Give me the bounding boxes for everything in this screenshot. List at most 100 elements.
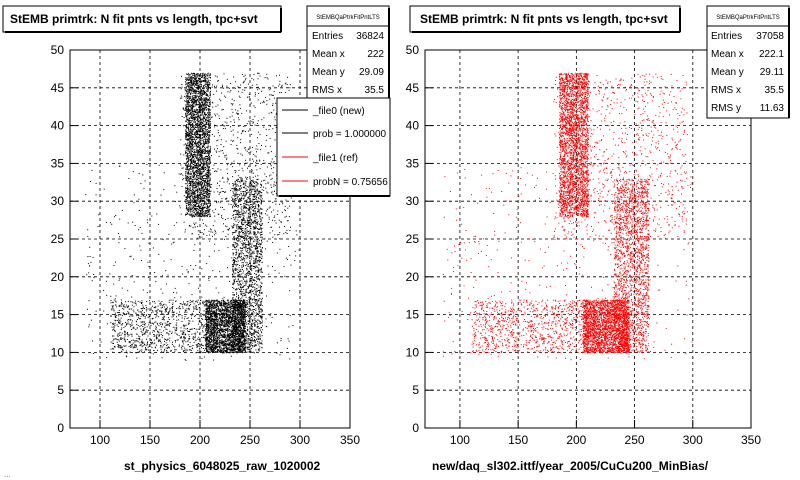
left-scatter-point — [198, 205, 200, 207]
left-scatter-point — [205, 197, 207, 199]
left-scatter-point — [210, 109, 211, 111]
left-scatter-point — [225, 319, 227, 321]
left-scatter-point — [205, 202, 207, 204]
left-scatter-point — [200, 138, 202, 140]
left-scatter-point — [204, 174, 206, 176]
left-scatter-point — [201, 181, 202, 183]
left-scatter-point — [219, 326, 221, 328]
left-scatter-point — [204, 113, 206, 115]
left-scatter-point — [192, 198, 194, 200]
left-scatter-point — [195, 185, 197, 187]
left-scatter-point — [199, 108, 201, 110]
left-scatter-point — [244, 317, 246, 319]
left-scatter-point — [241, 309, 243, 311]
left-scatter-point — [196, 182, 198, 184]
left-scatter-point — [218, 314, 220, 316]
left-scatter-point — [187, 189, 188, 190]
left-scatter-point — [189, 126, 191, 128]
left-scatter-point — [228, 323, 230, 325]
left-scatter-point — [222, 342, 224, 344]
left-scatter-point — [197, 132, 199, 134]
left-scatter-point — [214, 342, 216, 344]
left-scatter-point — [207, 120, 209, 121]
left-scatter-point — [194, 125, 196, 126]
left-scatter-point — [186, 83, 188, 84]
left-scatter-point — [207, 166, 209, 168]
left-scatter-point — [240, 351, 242, 353]
left-scatter-point — [189, 156, 191, 158]
left-scatter-point — [233, 347, 235, 349]
left-scatter-point — [207, 86, 209, 88]
left-scatter-point — [244, 336, 246, 338]
left-scatter-point — [189, 178, 191, 180]
left-scatter-point — [225, 329, 226, 331]
left-scatter-point — [194, 74, 196, 76]
left-scatter-point — [234, 308, 236, 310]
left-scatter-point — [207, 332, 209, 334]
left-scatter-point — [204, 198, 205, 200]
left-scatter-point — [226, 329, 228, 331]
left-scatter-point — [196, 147, 198, 149]
left-scatter-point — [228, 335, 230, 337]
left-scatter-point — [193, 205, 195, 206]
left-scatter-point — [204, 156, 206, 158]
left-scatter-point — [199, 149, 200, 150]
left-scatter-point — [218, 334, 220, 336]
left-scatter-point — [193, 115, 195, 117]
left-scatter-point — [217, 301, 219, 303]
left-scatter-point — [223, 337, 225, 338]
left-scatter-point — [222, 336, 224, 338]
left-scatter-point — [209, 342, 211, 344]
left-scatter-point — [213, 303, 214, 305]
left-scatter-point — [201, 124, 202, 126]
left-scatter-point — [203, 146, 204, 147]
left-scatter-point — [203, 80, 205, 82]
left-scatter-point — [205, 157, 207, 159]
left-scatter-point — [197, 165, 199, 167]
left-scatter-point — [217, 313, 219, 315]
left-scatter-point — [238, 317, 240, 319]
left-scatter-point — [188, 92, 190, 93]
left-scatter-point — [202, 192, 204, 194]
left-scatter-point — [240, 339, 242, 341]
left-scatter-point — [201, 95, 203, 97]
left-scatter-point — [206, 117, 208, 119]
left-scatter-point — [205, 174, 207, 176]
left-scatter-point — [199, 120, 201, 122]
left-scatter-point — [218, 343, 220, 345]
left-scatter-point — [204, 100, 206, 102]
left-scatter-point — [229, 311, 231, 313]
left-scatter-point — [240, 332, 241, 334]
left-scatter-point — [194, 92, 196, 94]
left-scatter-point — [212, 318, 214, 320]
left-scatter-point — [191, 171, 193, 173]
left-scatter-point — [192, 142, 193, 144]
left-scatter-point — [202, 107, 203, 109]
left-scatter-point — [214, 340, 216, 342]
left-scatter-point — [201, 189, 202, 191]
left-scatter-point — [244, 295, 245, 297]
left-scatter-point — [200, 192, 202, 194]
left-scatter-point — [208, 172, 210, 174]
left-scatter-point — [222, 312, 224, 314]
left-scatter-point — [200, 212, 202, 214]
left-scatter-point — [194, 187, 196, 189]
left-scatter-point — [206, 134, 208, 136]
left-scatter-point — [194, 122, 196, 123]
left-scatter-point — [238, 325, 240, 327]
left-scatter-point — [198, 126, 200, 128]
left-scatter-point — [209, 83, 211, 85]
left-scatter-point — [197, 113, 199, 115]
left-scatter-point — [202, 125, 204, 127]
left-scatter-point — [189, 82, 191, 83]
left-scatter-point — [190, 136, 192, 138]
left-scatter-point — [193, 96, 195, 98]
left-scatter-point — [236, 314, 238, 316]
left-scatter-point — [226, 305, 228, 307]
left-scatter-point — [232, 301, 234, 303]
left-scatter-point — [192, 136, 194, 138]
left-scatter-point — [191, 138, 193, 140]
left-scatter-point — [208, 113, 209, 115]
left-scatter-point — [190, 110, 191, 112]
left-scatter-point — [207, 101, 209, 103]
